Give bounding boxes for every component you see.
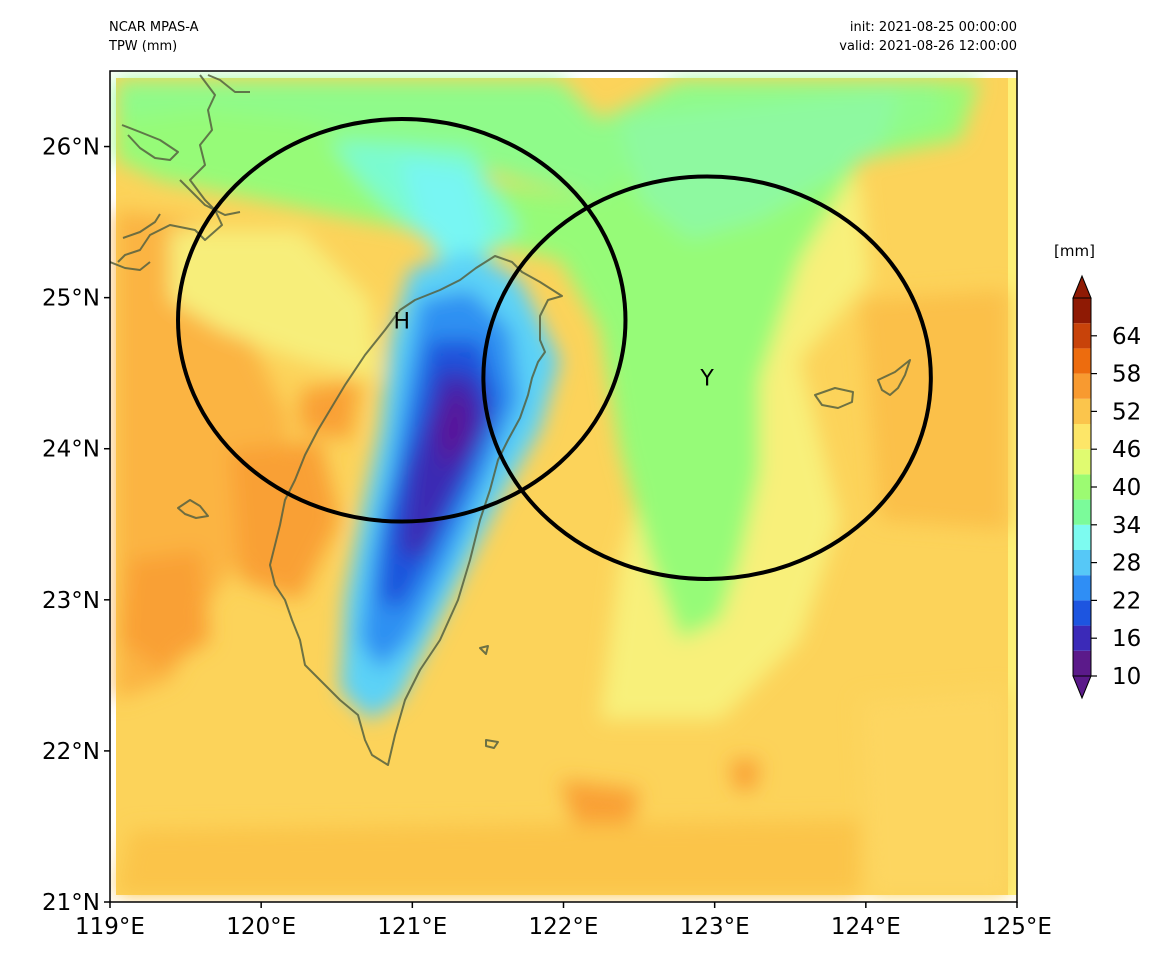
colorbar-max-arrow (1072, 274, 1092, 299)
colorbar-segment (1073, 449, 1091, 475)
axis-ticks: 119°E 120°E 121°E 122°E 123°E 124°E 125°E 21°N 2… (42, 135, 1052, 940)
colorbar-min-arrow (1072, 675, 1092, 700)
colorbar-tick-label: 64 (1112, 324, 1141, 350)
penghu-coastline (177, 499, 209, 519)
header-right: init: 2021-08-25 00:00:00 valid: 2021-08… (760, 18, 1017, 56)
variable-name: TPW (mm) (109, 39, 178, 54)
taiwan-coastline (269, 255, 563, 766)
green-island-coastline (479, 645, 499, 749)
colorbar-segment (1073, 373, 1091, 399)
colorbar-segment (1073, 600, 1091, 626)
lon-tick-label: 121°E (377, 914, 447, 940)
colorbar-segment (1073, 625, 1091, 651)
colorbar-segment (1073, 323, 1091, 349)
colorbar-segment (1073, 474, 1091, 500)
tpw-field (110, 74, 1017, 895)
lon-tick-label: 124°E (831, 914, 901, 940)
lat-tick-label: 21°N (42, 890, 100, 916)
init-time: init: 2021-08-25 00:00:00 (849, 20, 1017, 35)
circle-label-y: Y (699, 367, 714, 392)
lat-tick-label: 25°N (42, 286, 100, 312)
circle-label-h: H (393, 309, 410, 334)
lat-tick-label: 26°N (42, 135, 100, 161)
colorbar-tick-label: 34 (1112, 513, 1141, 539)
colorbar-tick-label: 46 (1112, 437, 1141, 463)
colorbar-tick-label: 16 (1112, 626, 1141, 652)
colorbar-segment (1073, 398, 1091, 424)
lon-tick-label: 125°E (982, 914, 1052, 940)
lon-tick-label: 123°E (680, 914, 750, 940)
model-name: NCAR MPAS-A (109, 20, 199, 35)
okinawa-coastline (814, 359, 911, 409)
lon-tick-label: 122°E (529, 914, 599, 940)
valid-time: valid: 2021-08-26 12:00:00 (839, 39, 1017, 54)
lon-tick-label: 120°E (226, 914, 296, 940)
colorbar-segment (1073, 550, 1091, 576)
lat-tick-label: 23°N (42, 588, 100, 614)
colorbar-segment (1073, 650, 1091, 676)
circle-y (481, 174, 933, 581)
circle-h (176, 117, 628, 524)
colorbar-tick-label: 52 (1112, 399, 1141, 425)
colorbar: 10 16 22 28 34 40 46 52 58 64 (1072, 274, 1141, 700)
colorbar-tick-label: 22 (1112, 588, 1141, 614)
colorbar-tick-label: 28 (1112, 551, 1141, 577)
colorbar-segment (1073, 424, 1091, 450)
lat-tick-label: 22°N (42, 739, 100, 765)
colorbar-segment (1073, 499, 1091, 525)
lat-tick-label: 24°N (42, 437, 100, 463)
colorbar-tick-label: 58 (1112, 362, 1141, 388)
colorbar-segment (1073, 348, 1091, 374)
header-left: NCAR MPAS-A TPW (mm) (109, 18, 199, 56)
colorbar-tick-label: 40 (1112, 475, 1141, 501)
colorbar-segment (1073, 298, 1091, 324)
colorbar-segment (1073, 524, 1091, 550)
lon-tick-label: 119°E (75, 914, 145, 940)
colorbar-tick-label: 10 (1112, 664, 1141, 690)
colorbar-segment (1073, 575, 1091, 601)
colorbar-unit: [mm] (1054, 242, 1095, 260)
analysis-circles: HY (176, 117, 933, 581)
